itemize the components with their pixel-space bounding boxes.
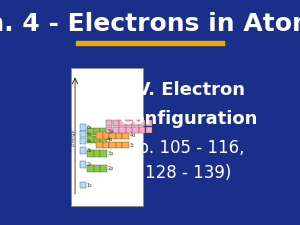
- Text: 3d: 3d: [129, 143, 136, 148]
- Text: 5f: 5f: [152, 121, 157, 126]
- Text: 4p: 4p: [107, 137, 113, 142]
- FancyBboxPatch shape: [87, 136, 94, 143]
- FancyBboxPatch shape: [106, 120, 112, 126]
- FancyBboxPatch shape: [126, 120, 132, 126]
- Text: 2s: 2s: [87, 162, 92, 167]
- Text: IV. Electron: IV. Electron: [130, 81, 245, 99]
- FancyBboxPatch shape: [119, 127, 126, 133]
- FancyBboxPatch shape: [100, 128, 107, 135]
- FancyBboxPatch shape: [100, 165, 107, 172]
- FancyBboxPatch shape: [94, 165, 100, 172]
- FancyBboxPatch shape: [146, 120, 152, 126]
- Text: 128 - 139): 128 - 139): [145, 164, 231, 182]
- FancyBboxPatch shape: [103, 142, 109, 148]
- Text: 3s: 3s: [87, 148, 92, 153]
- FancyBboxPatch shape: [80, 131, 86, 137]
- FancyBboxPatch shape: [94, 150, 100, 157]
- FancyBboxPatch shape: [94, 128, 100, 135]
- Text: Ch. 4 - Electrons in Atoms: Ch. 4 - Electrons in Atoms: [0, 12, 300, 36]
- FancyBboxPatch shape: [100, 150, 107, 157]
- FancyBboxPatch shape: [71, 68, 143, 206]
- FancyBboxPatch shape: [122, 142, 129, 148]
- FancyBboxPatch shape: [94, 136, 100, 143]
- FancyBboxPatch shape: [139, 120, 146, 126]
- Text: 4f: 4f: [152, 128, 157, 133]
- Text: 3p: 3p: [107, 151, 113, 156]
- FancyBboxPatch shape: [132, 127, 139, 133]
- FancyBboxPatch shape: [106, 127, 112, 133]
- FancyBboxPatch shape: [122, 132, 129, 139]
- FancyBboxPatch shape: [112, 127, 119, 133]
- FancyBboxPatch shape: [112, 120, 119, 126]
- FancyBboxPatch shape: [87, 150, 94, 157]
- FancyBboxPatch shape: [146, 127, 152, 133]
- Text: 6s: 6s: [87, 125, 92, 130]
- FancyBboxPatch shape: [103, 132, 109, 139]
- FancyBboxPatch shape: [116, 132, 122, 139]
- FancyBboxPatch shape: [139, 127, 146, 133]
- FancyBboxPatch shape: [132, 120, 139, 126]
- Text: Configuration: Configuration: [119, 110, 257, 128]
- FancyBboxPatch shape: [100, 136, 107, 143]
- FancyBboxPatch shape: [116, 142, 122, 148]
- Text: 5p: 5p: [107, 129, 113, 134]
- Text: 4d: 4d: [129, 133, 136, 138]
- FancyBboxPatch shape: [96, 142, 103, 148]
- FancyBboxPatch shape: [80, 161, 86, 168]
- Text: (p. 105 - 116,: (p. 105 - 116,: [132, 139, 244, 157]
- Text: 4s: 4s: [87, 139, 92, 144]
- FancyBboxPatch shape: [126, 127, 132, 133]
- FancyBboxPatch shape: [80, 124, 86, 130]
- FancyBboxPatch shape: [87, 165, 94, 172]
- Text: 5s: 5s: [87, 132, 92, 137]
- Text: 2p: 2p: [107, 166, 113, 171]
- FancyBboxPatch shape: [80, 182, 86, 188]
- FancyBboxPatch shape: [96, 132, 103, 139]
- FancyArrow shape: [76, 40, 224, 45]
- Text: 1s: 1s: [87, 183, 92, 188]
- FancyBboxPatch shape: [87, 128, 94, 135]
- FancyBboxPatch shape: [109, 142, 116, 148]
- FancyBboxPatch shape: [119, 120, 126, 126]
- Text: Energy: Energy: [70, 128, 75, 146]
- FancyBboxPatch shape: [80, 138, 86, 144]
- FancyBboxPatch shape: [80, 147, 86, 154]
- FancyBboxPatch shape: [109, 132, 116, 139]
